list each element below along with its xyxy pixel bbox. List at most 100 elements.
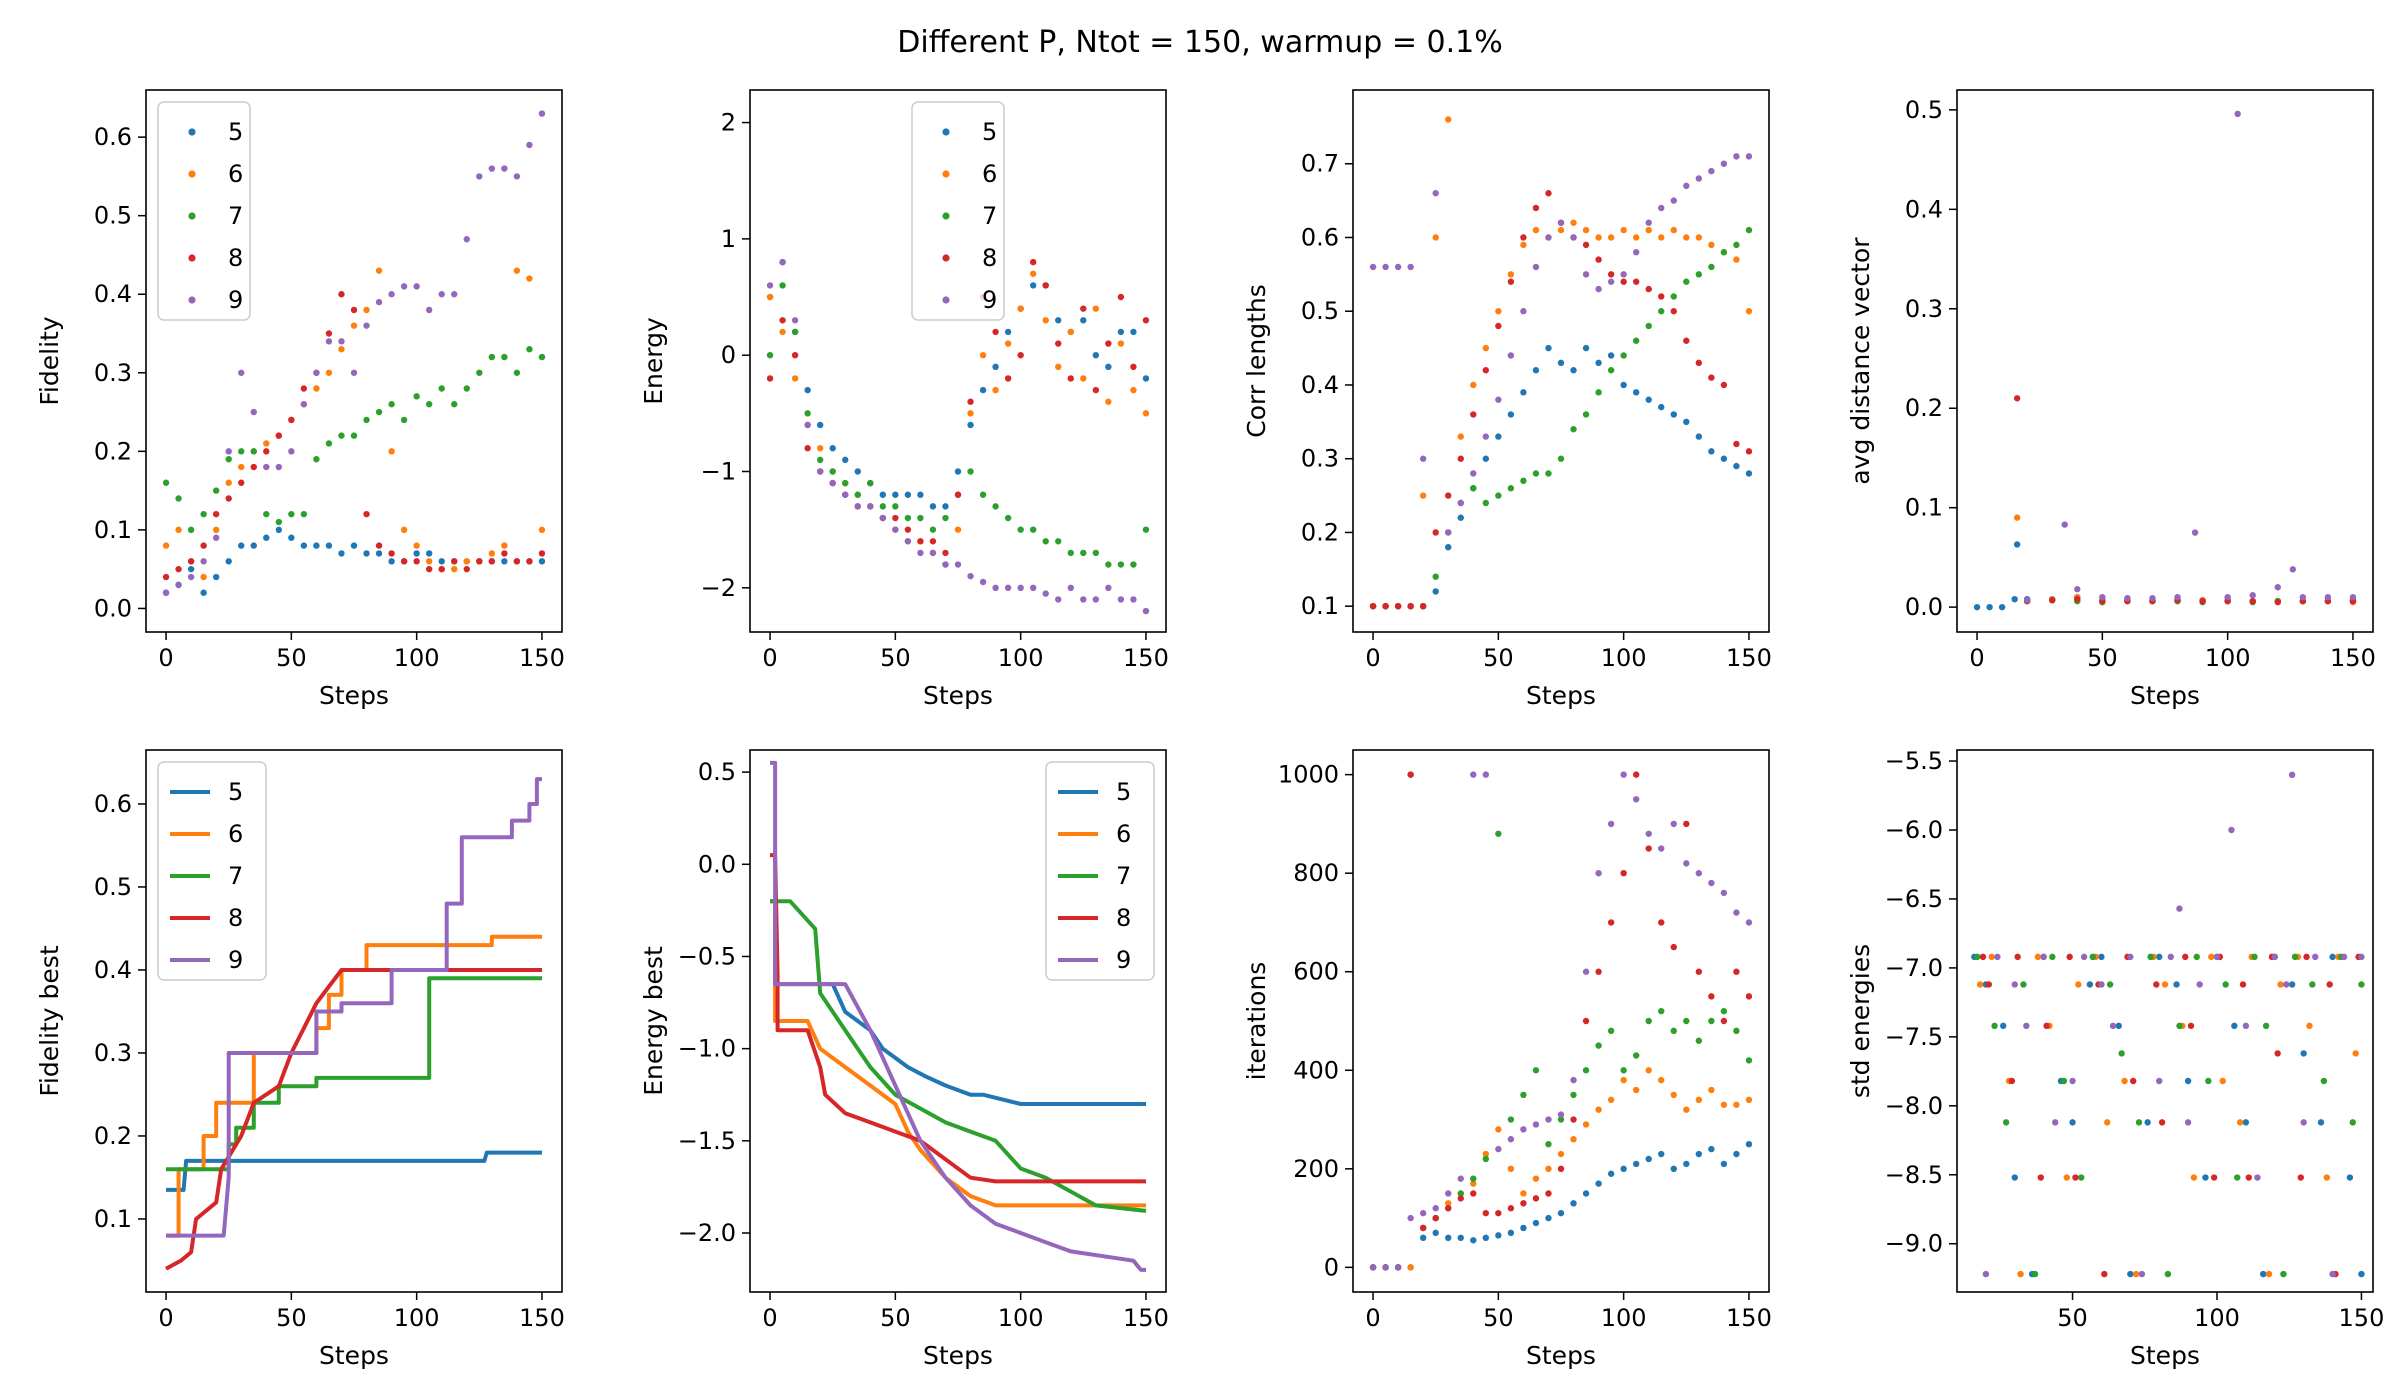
data-point bbox=[904, 514, 912, 522]
data-point bbox=[1470, 470, 1477, 477]
data-point bbox=[1607, 271, 1615, 278]
data-point bbox=[1382, 1264, 1389, 1271]
data-point bbox=[1470, 1180, 1477, 1187]
data-point bbox=[438, 558, 445, 565]
y-axis-label: avg distance vector bbox=[1846, 237, 1875, 485]
data-point bbox=[979, 578, 987, 586]
data-point bbox=[1733, 1150, 1740, 1158]
data-point bbox=[313, 455, 320, 463]
data-point bbox=[2242, 1119, 2250, 1126]
plot-area bbox=[766, 258, 1150, 615]
data-point bbox=[1482, 455, 1490, 462]
data-point bbox=[501, 542, 508, 549]
data-point bbox=[451, 565, 458, 573]
legend-label-6: 6 bbox=[228, 820, 243, 848]
data-point bbox=[363, 416, 370, 424]
data-point bbox=[2106, 981, 2114, 988]
data-point bbox=[979, 491, 987, 498]
data-point bbox=[2014, 953, 2021, 961]
data-point bbox=[1004, 584, 1012, 592]
x-axis-label: Steps bbox=[1526, 1341, 1596, 1370]
data-point bbox=[1067, 584, 1074, 592]
data-point bbox=[2196, 981, 2203, 988]
y-tick-label: 0.5 bbox=[94, 202, 132, 230]
data-point bbox=[1407, 263, 1414, 271]
data-point bbox=[1683, 860, 1690, 867]
data-point bbox=[2205, 1077, 2212, 1085]
data-point bbox=[2078, 1174, 2085, 1181]
data-point bbox=[2358, 1270, 2365, 1278]
data-point bbox=[1708, 241, 1715, 249]
data-point bbox=[1470, 1237, 1477, 1244]
data-point bbox=[929, 503, 937, 510]
data-point bbox=[1620, 381, 1627, 389]
data-point bbox=[463, 385, 470, 392]
data-point bbox=[2130, 1077, 2137, 1085]
data-point bbox=[1582, 968, 1590, 975]
data-point bbox=[779, 282, 786, 289]
data-point bbox=[275, 526, 283, 534]
data-point bbox=[1733, 153, 1740, 160]
data-point bbox=[388, 448, 395, 455]
data-point bbox=[1695, 1150, 1703, 1158]
data-point bbox=[463, 565, 470, 573]
data-point bbox=[1632, 796, 1640, 803]
data-point bbox=[1457, 514, 1464, 521]
y-tick-label: 0.3 bbox=[94, 1039, 132, 1067]
data-point bbox=[979, 351, 987, 359]
data-point bbox=[1432, 234, 1439, 241]
data-point bbox=[501, 558, 508, 565]
x-tick-label: 100 bbox=[998, 1304, 1044, 1332]
plot-area bbox=[162, 110, 546, 596]
data-point bbox=[2069, 1119, 2076, 1126]
data-point bbox=[2164, 1270, 2172, 1278]
data-point bbox=[1369, 263, 1377, 271]
data-point bbox=[1029, 526, 1037, 533]
data-point bbox=[967, 410, 974, 417]
data-point bbox=[350, 322, 358, 329]
data-point bbox=[1557, 359, 1565, 367]
data-point bbox=[425, 565, 433, 573]
data-point bbox=[1042, 538, 1049, 545]
y-tick-label: 0.1 bbox=[1905, 494, 1943, 522]
data-point bbox=[2153, 981, 2160, 988]
data-point bbox=[1532, 226, 1540, 234]
data-point bbox=[967, 468, 974, 475]
data-point bbox=[1582, 271, 1590, 278]
data-point bbox=[250, 448, 257, 455]
data-point bbox=[1720, 249, 1728, 256]
y-tick-label: 0 bbox=[721, 341, 736, 369]
data-point bbox=[2184, 1119, 2192, 1126]
data-point bbox=[300, 401, 308, 408]
series-5 bbox=[1369, 344, 1753, 610]
data-point bbox=[1457, 1175, 1464, 1182]
data-point bbox=[250, 408, 257, 416]
data-point bbox=[1620, 1165, 1627, 1173]
data-point bbox=[463, 558, 470, 565]
data-point bbox=[2013, 395, 2021, 402]
data-point bbox=[388, 291, 395, 298]
series-9 bbox=[770, 760, 1146, 1272]
series-9 bbox=[162, 110, 546, 596]
data-point bbox=[929, 526, 937, 533]
series-5 bbox=[1369, 1140, 1753, 1271]
data-point bbox=[1004, 514, 1012, 522]
data-point bbox=[1394, 263, 1402, 271]
legend-label-8: 8 bbox=[1116, 904, 1131, 932]
data-point bbox=[2249, 597, 2256, 605]
data-point bbox=[2190, 1174, 2198, 1181]
x-tick-label: 100 bbox=[998, 644, 1044, 672]
data-point bbox=[1620, 771, 1627, 778]
data-point bbox=[842, 456, 849, 464]
x-tick-label: 100 bbox=[1601, 644, 1647, 672]
plot-area bbox=[1971, 771, 2365, 1278]
data-point bbox=[2271, 953, 2278, 961]
data-point bbox=[2262, 1022, 2270, 1030]
x-tick-label: 0 bbox=[1365, 1304, 1380, 1332]
data-point bbox=[263, 448, 270, 455]
data-point bbox=[1582, 1067, 1590, 1074]
y-tick-label: 0.6 bbox=[94, 790, 132, 818]
data-point bbox=[2040, 953, 2047, 961]
series-5 bbox=[1971, 953, 2365, 1278]
data-point bbox=[1632, 1160, 1640, 1168]
